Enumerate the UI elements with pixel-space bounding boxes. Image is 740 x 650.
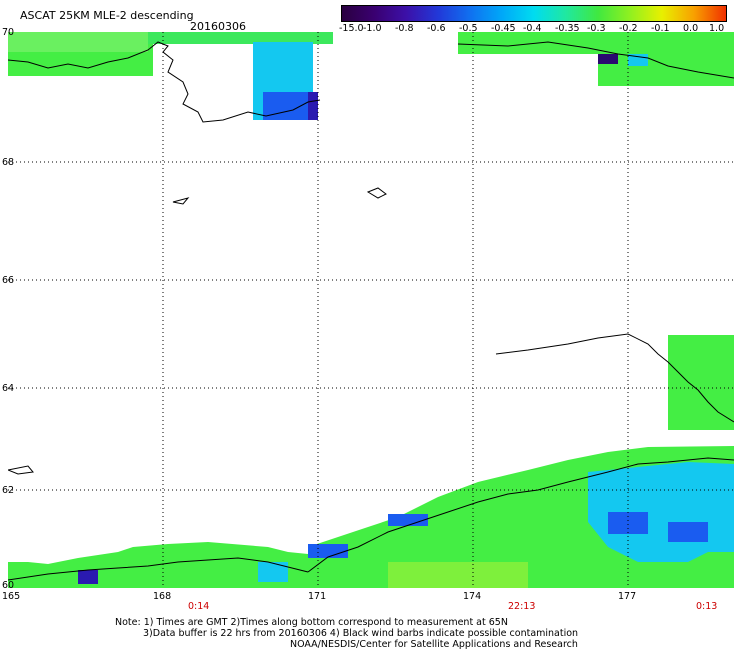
- swath-yellowgreen: [388, 562, 528, 588]
- colorbar-label: -0.8: [395, 23, 414, 34]
- colorbar-label: -0.3: [587, 23, 606, 34]
- island-left: [8, 465, 34, 475]
- colorbar: [341, 5, 727, 22]
- note-line-3: NOAA/NESDIS/Center for Satellite Applica…: [290, 639, 578, 650]
- colorbar-label: -1.0: [363, 23, 382, 34]
- colorbar-label: 1.0: [709, 23, 725, 34]
- lat-label-60: 60: [2, 580, 15, 591]
- product-date: 20160306: [190, 20, 246, 33]
- time-label-2: 22:13: [508, 601, 536, 612]
- lon-label-165: 165: [2, 591, 21, 602]
- lat-label-66: 66: [2, 275, 15, 286]
- lat-label-68: 68: [2, 157, 15, 168]
- swath-purple-edge: [308, 92, 318, 120]
- swath-blue-patch-1: [608, 512, 648, 534]
- colorbar-label: -0.6: [427, 23, 446, 34]
- coastline-east: [495, 333, 734, 423]
- island-small-1: [172, 197, 190, 205]
- time-label-1: 0:14: [188, 601, 210, 612]
- lat-label-70: 70: [2, 27, 15, 38]
- colorbar-label: -0.35: [555, 23, 580, 34]
- colorbar-label: -15.0: [339, 23, 364, 34]
- note-line-2: 3)Data buffer is 22 hrs from 20160306 4)…: [143, 628, 579, 639]
- note-line-1: Note: 1) Times are GMT 2)Times along bot…: [115, 617, 508, 628]
- swath-blue-edge-2: [388, 514, 428, 526]
- swath-bottom-left-purple: [78, 570, 98, 584]
- graticule: [8, 32, 734, 588]
- coastline-chukotka: [8, 41, 321, 123]
- colorbar-label: -0.4: [523, 23, 542, 34]
- lon-label-177: 177: [618, 591, 637, 602]
- lat-label-62: 62: [2, 485, 15, 496]
- colorbar-label: -0.45: [491, 23, 516, 34]
- swath-blue-patch-2: [668, 522, 708, 542]
- lon-label-171: 171: [308, 591, 327, 602]
- coastlines: [8, 41, 734, 581]
- product-title: ASCAT 25KM MLE-2 descending: [20, 9, 194, 22]
- swath-top-right-lower: [598, 46, 734, 86]
- swath-top-right-purple: [598, 54, 618, 64]
- swath-right-edge: [668, 335, 734, 430]
- island-small-2: [366, 187, 387, 199]
- time-label-3: 0:13: [696, 601, 718, 612]
- colorbar-label: 0.0: [683, 23, 699, 34]
- colorbar-gradient: [342, 6, 726, 21]
- colorbar-labels: -15.0 -1.0 -0.8 -0.6 -0.5 -0.45 -0.4 -0.35 -0.3 -…: [339, 23, 725, 35]
- colorbar-label: -0.1: [651, 23, 670, 34]
- colorbar-label: -0.2: [619, 23, 638, 34]
- colorbar-label: -0.5: [459, 23, 478, 34]
- swath-top-band: [148, 32, 333, 44]
- coastline-south-right: [307, 457, 734, 573]
- lon-label-168: 168: [153, 591, 172, 602]
- swath-blue-column: [263, 92, 313, 120]
- swath-bottom-left-cyan: [258, 562, 288, 582]
- lon-label-174: 174: [463, 591, 482, 602]
- lat-label-64: 64: [2, 383, 15, 394]
- coastline-north-right: [457, 41, 734, 79]
- swath-blue-edge: [308, 544, 348, 558]
- wind-map: [8, 32, 734, 588]
- coastline-south-left: [8, 557, 309, 581]
- swath-top-left-band: [8, 32, 148, 52]
